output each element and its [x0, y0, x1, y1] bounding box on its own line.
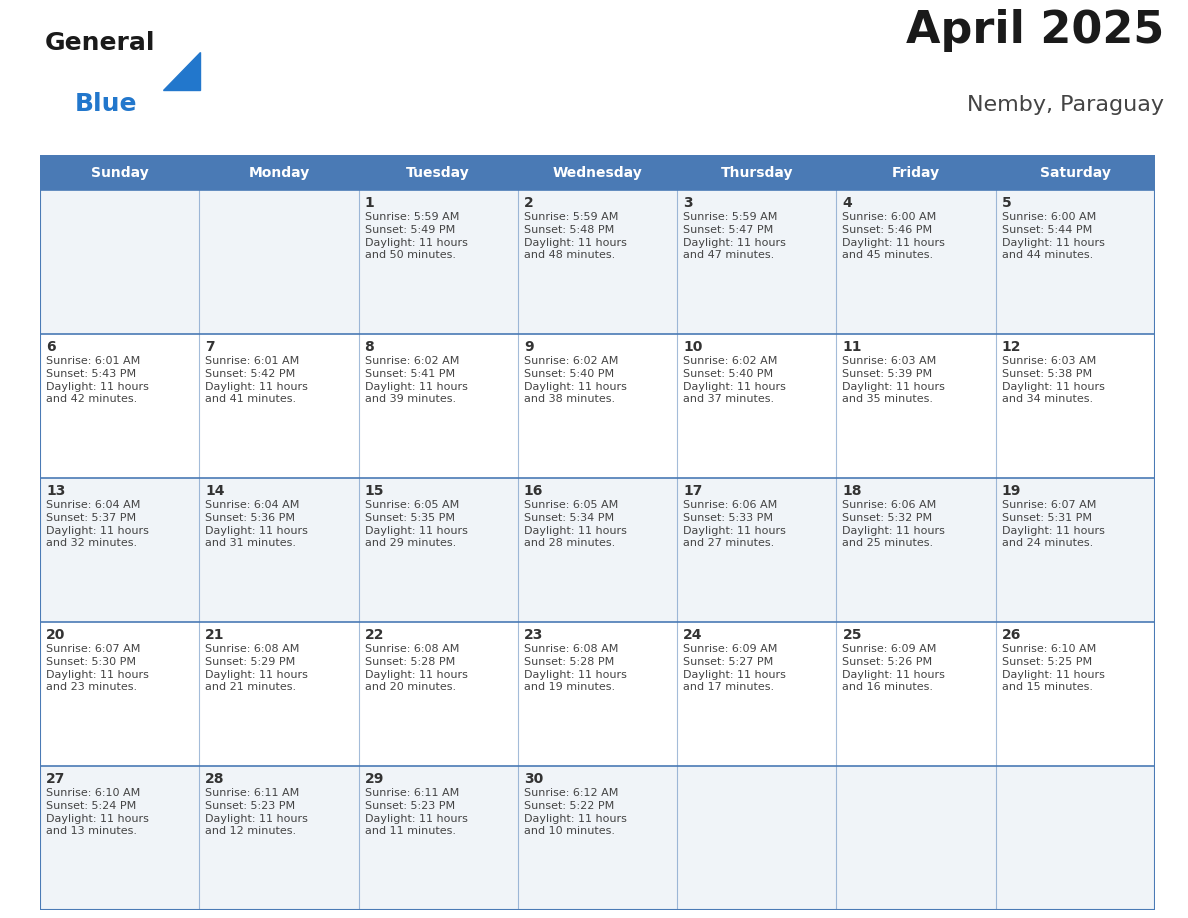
Text: 27: 27: [46, 772, 65, 786]
Text: Sunrise: 6:01 AM
Sunset: 5:43 PM
Daylight: 11 hours
and 42 minutes.: Sunrise: 6:01 AM Sunset: 5:43 PM Dayligh…: [46, 356, 148, 405]
Text: 1: 1: [365, 196, 374, 210]
Text: Sunrise: 6:07 AM
Sunset: 5:30 PM
Daylight: 11 hours
and 23 minutes.: Sunrise: 6:07 AM Sunset: 5:30 PM Dayligh…: [46, 644, 148, 692]
Text: Sunrise: 6:08 AM
Sunset: 5:28 PM
Daylight: 11 hours
and 20 minutes.: Sunrise: 6:08 AM Sunset: 5:28 PM Dayligh…: [365, 644, 467, 692]
Text: 26: 26: [1001, 628, 1022, 642]
Text: 14: 14: [206, 484, 225, 498]
Bar: [518, 155, 677, 190]
Bar: [359, 155, 518, 190]
Bar: [677, 155, 836, 190]
Text: 22: 22: [365, 628, 384, 642]
Text: April 2025: April 2025: [906, 9, 1164, 52]
Text: Sunrise: 5:59 AM
Sunset: 5:47 PM
Daylight: 11 hours
and 47 minutes.: Sunrise: 5:59 AM Sunset: 5:47 PM Dayligh…: [683, 212, 786, 261]
Text: Monday: Monday: [248, 165, 310, 180]
Text: Sunrise: 6:12 AM
Sunset: 5:22 PM
Daylight: 11 hours
and 10 minutes.: Sunrise: 6:12 AM Sunset: 5:22 PM Dayligh…: [524, 788, 627, 836]
Text: Sunrise: 6:07 AM
Sunset: 5:31 PM
Daylight: 11 hours
and 24 minutes.: Sunrise: 6:07 AM Sunset: 5:31 PM Dayligh…: [1001, 500, 1105, 548]
Text: Sunrise: 6:09 AM
Sunset: 5:27 PM
Daylight: 11 hours
and 17 minutes.: Sunrise: 6:09 AM Sunset: 5:27 PM Dayligh…: [683, 644, 786, 692]
Text: Sunday: Sunday: [90, 165, 148, 180]
Text: Sunrise: 6:10 AM
Sunset: 5:24 PM
Daylight: 11 hours
and 13 minutes.: Sunrise: 6:10 AM Sunset: 5:24 PM Dayligh…: [46, 788, 148, 836]
Text: 25: 25: [842, 628, 862, 642]
Text: General: General: [45, 31, 156, 55]
Polygon shape: [163, 52, 200, 90]
Text: Sunrise: 6:08 AM
Sunset: 5:28 PM
Daylight: 11 hours
and 19 minutes.: Sunrise: 6:08 AM Sunset: 5:28 PM Dayligh…: [524, 644, 627, 692]
Text: Sunrise: 6:03 AM
Sunset: 5:38 PM
Daylight: 11 hours
and 34 minutes.: Sunrise: 6:03 AM Sunset: 5:38 PM Dayligh…: [1001, 356, 1105, 405]
Text: Sunrise: 6:04 AM
Sunset: 5:37 PM
Daylight: 11 hours
and 32 minutes.: Sunrise: 6:04 AM Sunset: 5:37 PM Dayligh…: [46, 500, 148, 548]
Text: Sunrise: 6:02 AM
Sunset: 5:41 PM
Daylight: 11 hours
and 39 minutes.: Sunrise: 6:02 AM Sunset: 5:41 PM Dayligh…: [365, 356, 467, 405]
Text: 23: 23: [524, 628, 543, 642]
Text: Sunrise: 6:09 AM
Sunset: 5:26 PM
Daylight: 11 hours
and 16 minutes.: Sunrise: 6:09 AM Sunset: 5:26 PM Dayligh…: [842, 644, 946, 692]
Text: 28: 28: [206, 772, 225, 786]
Text: 30: 30: [524, 772, 543, 786]
Text: Friday: Friday: [892, 165, 940, 180]
Text: 3: 3: [683, 196, 693, 210]
Bar: [200, 155, 359, 190]
Text: Sunrise: 6:06 AM
Sunset: 5:33 PM
Daylight: 11 hours
and 27 minutes.: Sunrise: 6:06 AM Sunset: 5:33 PM Dayligh…: [683, 500, 786, 548]
Text: 29: 29: [365, 772, 384, 786]
Bar: [40, 334, 1155, 478]
Text: Sunrise: 6:02 AM
Sunset: 5:40 PM
Daylight: 11 hours
and 38 minutes.: Sunrise: 6:02 AM Sunset: 5:40 PM Dayligh…: [524, 356, 627, 405]
Text: Sunrise: 6:00 AM
Sunset: 5:46 PM
Daylight: 11 hours
and 45 minutes.: Sunrise: 6:00 AM Sunset: 5:46 PM Dayligh…: [842, 212, 946, 261]
Bar: [996, 155, 1155, 190]
Text: Sunrise: 6:05 AM
Sunset: 5:35 PM
Daylight: 11 hours
and 29 minutes.: Sunrise: 6:05 AM Sunset: 5:35 PM Dayligh…: [365, 500, 467, 548]
Text: Sunrise: 6:06 AM
Sunset: 5:32 PM
Daylight: 11 hours
and 25 minutes.: Sunrise: 6:06 AM Sunset: 5:32 PM Dayligh…: [842, 500, 946, 548]
Text: 8: 8: [365, 340, 374, 354]
Text: 24: 24: [683, 628, 702, 642]
Text: Sunrise: 6:11 AM
Sunset: 5:23 PM
Daylight: 11 hours
and 11 minutes.: Sunrise: 6:11 AM Sunset: 5:23 PM Dayligh…: [365, 788, 467, 836]
Text: 15: 15: [365, 484, 384, 498]
Text: Sunrise: 5:59 AM
Sunset: 5:48 PM
Daylight: 11 hours
and 48 minutes.: Sunrise: 5:59 AM Sunset: 5:48 PM Dayligh…: [524, 212, 627, 261]
Text: Sunrise: 6:03 AM
Sunset: 5:39 PM
Daylight: 11 hours
and 35 minutes.: Sunrise: 6:03 AM Sunset: 5:39 PM Dayligh…: [842, 356, 946, 405]
Bar: [836, 155, 996, 190]
Text: Sunrise: 6:02 AM
Sunset: 5:40 PM
Daylight: 11 hours
and 37 minutes.: Sunrise: 6:02 AM Sunset: 5:40 PM Dayligh…: [683, 356, 786, 405]
Text: 12: 12: [1001, 340, 1022, 354]
Bar: [40, 478, 1155, 622]
Text: Sunrise: 6:08 AM
Sunset: 5:29 PM
Daylight: 11 hours
and 21 minutes.: Sunrise: 6:08 AM Sunset: 5:29 PM Dayligh…: [206, 644, 308, 692]
Text: Saturday: Saturday: [1040, 165, 1111, 180]
Text: Sunrise: 6:00 AM
Sunset: 5:44 PM
Daylight: 11 hours
and 44 minutes.: Sunrise: 6:00 AM Sunset: 5:44 PM Dayligh…: [1001, 212, 1105, 261]
Text: 9: 9: [524, 340, 533, 354]
Text: 11: 11: [842, 340, 862, 354]
Text: Thursday: Thursday: [721, 165, 794, 180]
Text: Sunrise: 6:10 AM
Sunset: 5:25 PM
Daylight: 11 hours
and 15 minutes.: Sunrise: 6:10 AM Sunset: 5:25 PM Dayligh…: [1001, 644, 1105, 692]
Bar: [40, 766, 1155, 910]
Text: Sunrise: 6:04 AM
Sunset: 5:36 PM
Daylight: 11 hours
and 31 minutes.: Sunrise: 6:04 AM Sunset: 5:36 PM Dayligh…: [206, 500, 308, 548]
Text: 2: 2: [524, 196, 533, 210]
Text: Sunrise: 6:11 AM
Sunset: 5:23 PM
Daylight: 11 hours
and 12 minutes.: Sunrise: 6:11 AM Sunset: 5:23 PM Dayligh…: [206, 788, 308, 836]
Bar: [40, 622, 1155, 766]
Text: 17: 17: [683, 484, 702, 498]
Text: 16: 16: [524, 484, 543, 498]
Text: Nemby, Paraguay: Nemby, Paraguay: [967, 95, 1164, 115]
Text: Wednesday: Wednesday: [552, 165, 643, 180]
Text: 21: 21: [206, 628, 225, 642]
Text: 20: 20: [46, 628, 65, 642]
Text: Blue: Blue: [75, 92, 138, 116]
Text: 5: 5: [1001, 196, 1011, 210]
Text: Sunrise: 6:05 AM
Sunset: 5:34 PM
Daylight: 11 hours
and 28 minutes.: Sunrise: 6:05 AM Sunset: 5:34 PM Dayligh…: [524, 500, 627, 548]
Text: 4: 4: [842, 196, 852, 210]
Bar: [40, 155, 200, 190]
Text: 18: 18: [842, 484, 862, 498]
Text: 19: 19: [1001, 484, 1022, 498]
Bar: [40, 190, 1155, 334]
Text: Sunrise: 6:01 AM
Sunset: 5:42 PM
Daylight: 11 hours
and 41 minutes.: Sunrise: 6:01 AM Sunset: 5:42 PM Dayligh…: [206, 356, 308, 405]
Text: 6: 6: [46, 340, 56, 354]
Text: 7: 7: [206, 340, 215, 354]
Text: 10: 10: [683, 340, 702, 354]
Text: Sunrise: 5:59 AM
Sunset: 5:49 PM
Daylight: 11 hours
and 50 minutes.: Sunrise: 5:59 AM Sunset: 5:49 PM Dayligh…: [365, 212, 467, 261]
Text: 13: 13: [46, 484, 65, 498]
Text: Tuesday: Tuesday: [406, 165, 470, 180]
